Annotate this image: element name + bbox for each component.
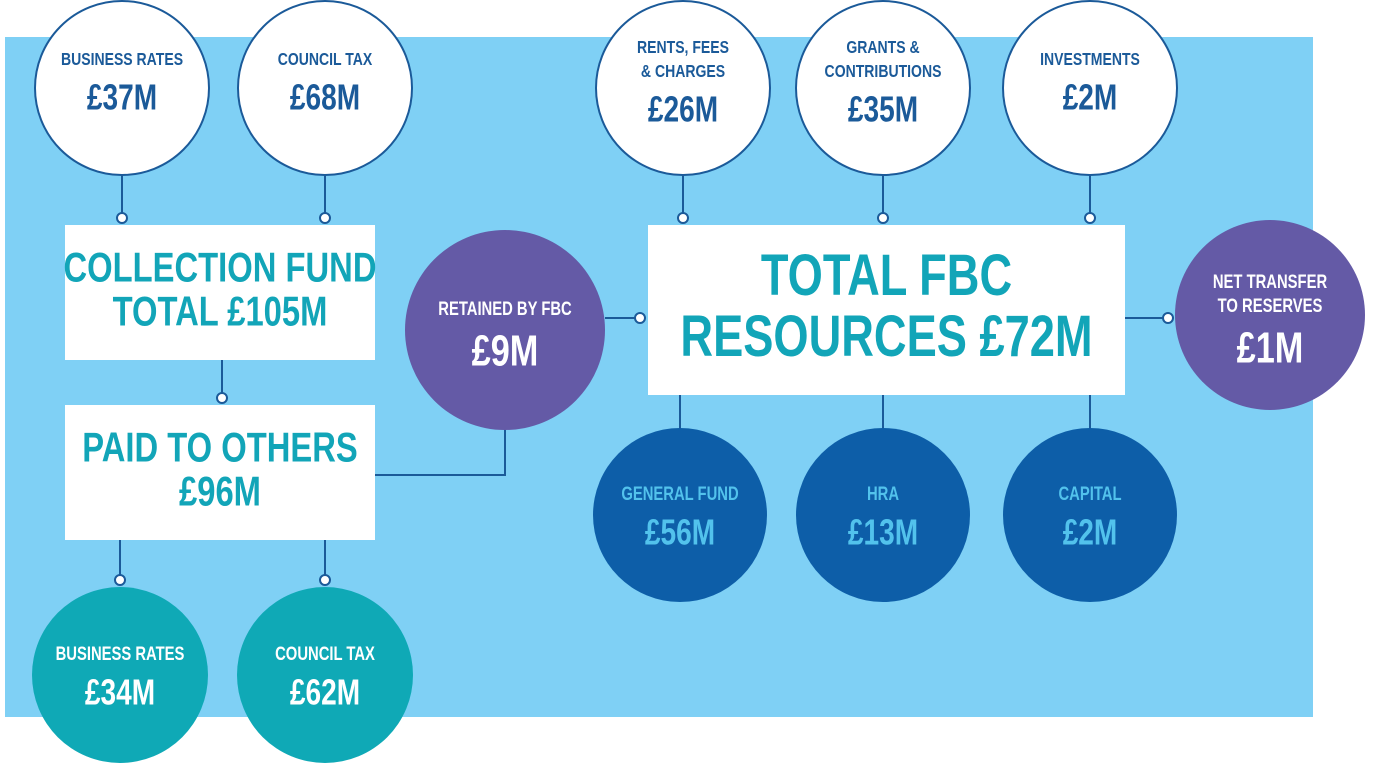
node-circle bbox=[1002, 0, 1178, 176]
node-circle bbox=[595, 0, 771, 176]
box-text: RESOURCES £72M bbox=[680, 304, 1092, 369]
node-label: GRANTS & bbox=[846, 37, 920, 57]
box-text: PAID TO OTHERS bbox=[82, 424, 357, 471]
box-text: COLLECTION FUND bbox=[64, 244, 377, 291]
connector-dot bbox=[114, 574, 126, 586]
node: GENERAL FUND £56M bbox=[593, 428, 767, 602]
node: GRANTS & CONTRIBUTIONS £35M bbox=[795, 0, 971, 176]
node-label: INVESTMENTS bbox=[1040, 49, 1140, 69]
box-rect bbox=[65, 225, 375, 360]
node-label: CAPITAL bbox=[1058, 483, 1121, 504]
node-label: GENERAL FUND bbox=[621, 483, 738, 504]
box-text: TOTAL £105M bbox=[113, 288, 328, 335]
node-label: & CHARGES bbox=[641, 61, 725, 81]
node-circle bbox=[1003, 428, 1177, 602]
node-label: RETAINED BY FBC bbox=[438, 298, 571, 319]
node: HRA £13M bbox=[796, 428, 970, 602]
node: CAPITAL £2M bbox=[1003, 428, 1177, 602]
node-label: RENTS, FEES bbox=[637, 37, 729, 57]
box-rect bbox=[648, 225, 1125, 395]
node-circle bbox=[405, 230, 605, 430]
node-label: COUNCIL TAX bbox=[275, 643, 375, 664]
node-label: TO RESERVES bbox=[1218, 295, 1323, 316]
node-circle bbox=[1175, 220, 1365, 410]
node: BUSINESS RATES £34M bbox=[32, 587, 208, 763]
box-rect bbox=[65, 405, 375, 540]
box-text: TOTAL FBC bbox=[761, 244, 1012, 309]
node-circle bbox=[237, 587, 413, 763]
node: COUNCIL TAX £68M bbox=[237, 0, 413, 176]
node: NET TRANSFER TO RESERVES £1M bbox=[1175, 220, 1365, 410]
node-circle bbox=[32, 587, 208, 763]
node-value: £68M bbox=[290, 77, 360, 117]
node-value: £2M bbox=[1063, 77, 1118, 117]
node-value: £34M bbox=[85, 672, 155, 712]
node-label: NET TRANSFER bbox=[1213, 271, 1327, 292]
node: RETAINED BY FBC £9M bbox=[405, 230, 605, 430]
connector-dot bbox=[1084, 212, 1096, 224]
node-value: £62M bbox=[290, 672, 360, 712]
node-value: £37M bbox=[87, 77, 157, 117]
connector-dot bbox=[319, 574, 331, 586]
connector-dot bbox=[319, 212, 331, 224]
connector-dot bbox=[1162, 312, 1174, 324]
node-label: HRA bbox=[867, 483, 899, 504]
node-value: £35M bbox=[848, 89, 918, 129]
node-value: £2M bbox=[1063, 512, 1118, 552]
connector-dot bbox=[634, 312, 646, 324]
node-label: CONTRIBUTIONS bbox=[825, 61, 942, 81]
node-label: BUSINESS RATES bbox=[56, 643, 185, 664]
node-value: £1M bbox=[1237, 324, 1304, 373]
node-circle bbox=[593, 428, 767, 602]
node-circle bbox=[237, 0, 413, 176]
node-circle bbox=[795, 0, 971, 176]
node-value: £26M bbox=[648, 89, 718, 129]
node-circle bbox=[796, 428, 970, 602]
box-text: £96M bbox=[179, 468, 261, 515]
node: RENTS, FEES & CHARGES £26M bbox=[595, 0, 771, 176]
node-value: £13M bbox=[848, 512, 918, 552]
node-value: £56M bbox=[645, 512, 715, 552]
box: PAID TO OTHERS£96M bbox=[65, 405, 375, 540]
node-label: COUNCIL TAX bbox=[278, 49, 373, 69]
node: BUSINESS RATES £37M bbox=[34, 0, 210, 176]
connector-dot bbox=[216, 392, 228, 404]
connector-dot bbox=[116, 212, 128, 224]
connector-lines bbox=[119, 175, 1168, 580]
node: COUNCIL TAX £62M bbox=[237, 587, 413, 763]
node-circle bbox=[34, 0, 210, 176]
node: INVESTMENTS £2M bbox=[1002, 0, 1178, 176]
connector-dot bbox=[877, 212, 889, 224]
node-label: BUSINESS RATES bbox=[61, 49, 183, 69]
connector-dot bbox=[677, 212, 689, 224]
node-value: £9M bbox=[472, 327, 539, 376]
